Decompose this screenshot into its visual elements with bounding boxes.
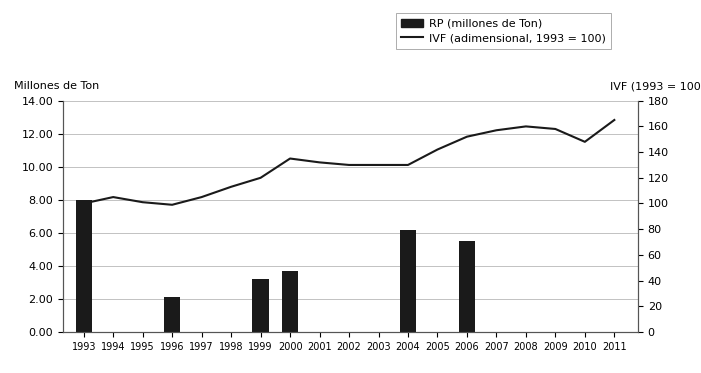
Bar <box>282 271 298 332</box>
Bar <box>252 279 268 332</box>
Bar <box>400 229 416 332</box>
Bar <box>164 297 180 332</box>
Bar <box>76 200 92 332</box>
Legend: RP (millones de Ton), IVF (adimensional, 1993 = 100): RP (millones de Ton), IVF (adimensional,… <box>395 13 611 48</box>
Text: IVF (1993 = 100): IVF (1993 = 100) <box>610 81 701 91</box>
Bar <box>459 241 475 332</box>
Text: Millones de Ton: Millones de Ton <box>14 81 100 91</box>
